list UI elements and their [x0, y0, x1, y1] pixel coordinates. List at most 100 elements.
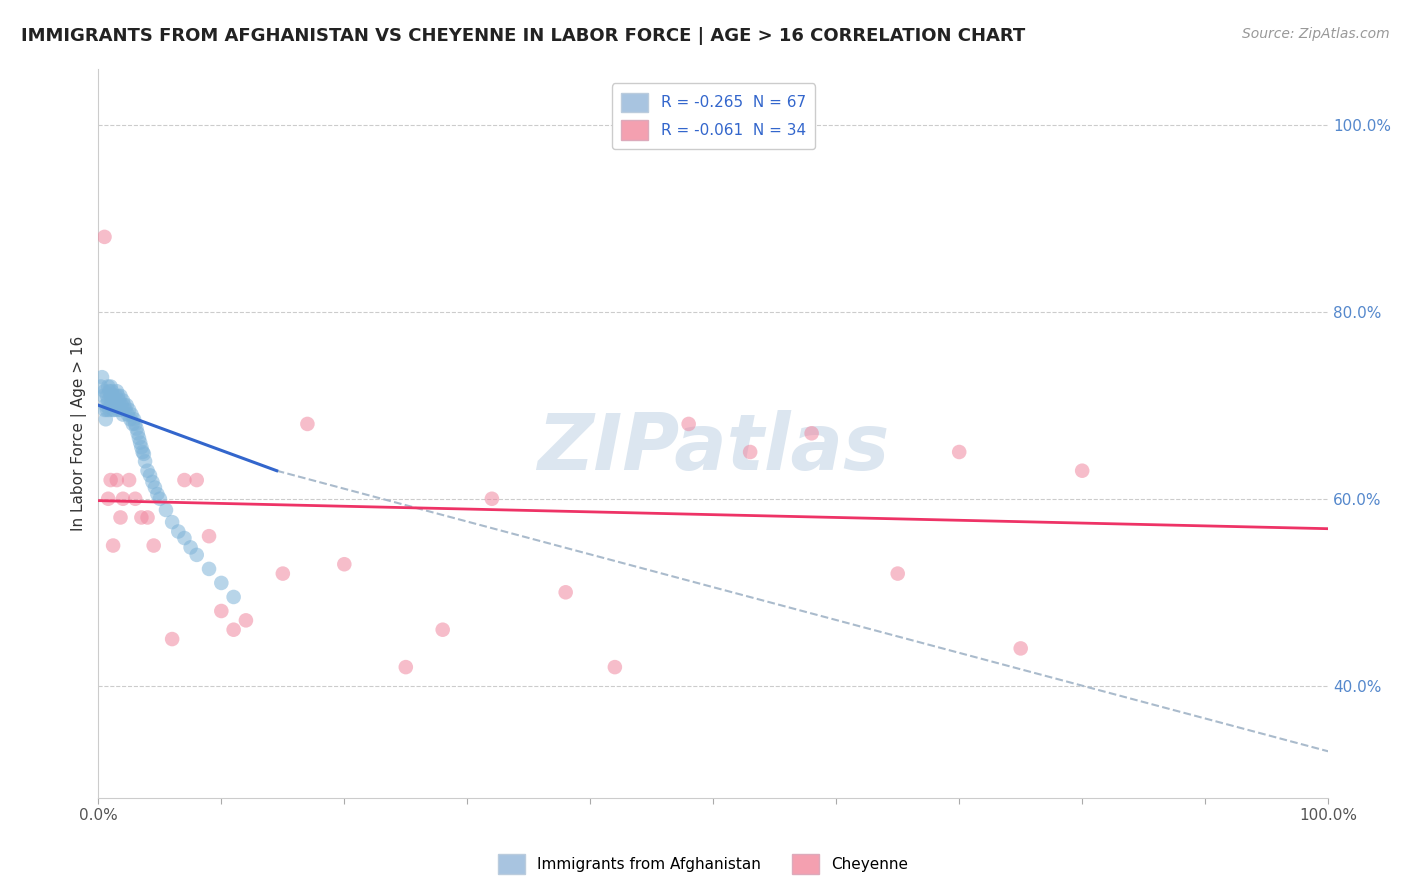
Point	[395, 660, 418, 674]
Text: ZIPatlas: ZIPatlas	[537, 410, 890, 486]
Point	[125, 422, 148, 436]
Point	[124, 417, 146, 431]
Point	[209, 604, 232, 618]
Point	[271, 566, 294, 581]
Point	[740, 445, 762, 459]
Point	[603, 660, 626, 674]
Point	[100, 389, 122, 403]
Point	[142, 539, 165, 553]
Point	[90, 379, 112, 393]
Point	[186, 473, 208, 487]
Point	[141, 475, 163, 489]
Point	[93, 403, 115, 417]
Point	[112, 398, 135, 412]
Point	[94, 398, 117, 412]
Point	[186, 548, 208, 562]
Point	[107, 403, 129, 417]
Point	[297, 417, 319, 431]
Point	[122, 412, 145, 426]
Point	[96, 403, 118, 417]
Point	[948, 445, 970, 459]
Point	[432, 623, 454, 637]
Text: Source: ZipAtlas.com: Source: ZipAtlas.com	[1241, 27, 1389, 41]
Point	[94, 412, 117, 426]
Point	[132, 447, 155, 461]
Point	[121, 408, 143, 422]
Point	[103, 403, 125, 417]
Point	[100, 379, 122, 393]
Legend: R = -0.265  N = 67, R = -0.061  N = 34: R = -0.265 N = 67, R = -0.061 N = 34	[612, 84, 815, 149]
Point	[100, 398, 122, 412]
Point	[129, 435, 152, 450]
Point	[111, 408, 134, 422]
Point	[91, 370, 114, 384]
Point	[111, 393, 134, 408]
Point	[108, 393, 131, 408]
Point	[101, 539, 124, 553]
Point	[110, 403, 132, 417]
Point	[114, 403, 136, 417]
Point	[105, 473, 128, 487]
Point	[131, 445, 153, 459]
Point	[96, 389, 118, 403]
Point	[93, 384, 115, 399]
Point	[173, 473, 195, 487]
Point	[143, 481, 166, 495]
Point	[139, 468, 162, 483]
Point	[110, 510, 132, 524]
Point	[167, 524, 190, 539]
Point	[136, 464, 159, 478]
Point	[118, 473, 141, 487]
Point	[101, 389, 124, 403]
Point	[800, 426, 823, 441]
Point	[198, 529, 221, 543]
Point	[111, 398, 134, 412]
Point	[117, 408, 139, 422]
Point	[136, 510, 159, 524]
Point	[222, 590, 245, 604]
Point	[131, 510, 153, 524]
Point	[333, 558, 356, 572]
Point	[104, 389, 127, 403]
Point	[481, 491, 503, 506]
Point	[222, 623, 245, 637]
Point	[180, 541, 202, 555]
Point	[110, 389, 132, 403]
Point	[100, 473, 122, 487]
Point	[678, 417, 700, 431]
Point	[101, 398, 124, 412]
Point	[101, 384, 124, 399]
Point	[886, 566, 908, 581]
Point	[155, 503, 177, 517]
Point	[101, 403, 124, 417]
Point	[160, 632, 183, 646]
Point	[160, 515, 183, 529]
Point	[111, 491, 134, 506]
Text: IMMIGRANTS FROM AFGHANISTAN VS CHEYENNE IN LABOR FORCE | AGE > 16 CORRELATION CH: IMMIGRANTS FROM AFGHANISTAN VS CHEYENNE …	[21, 27, 1025, 45]
Point	[134, 454, 156, 468]
Point	[105, 384, 128, 399]
Point	[235, 613, 257, 627]
Point	[198, 562, 221, 576]
Y-axis label: In Labor Force | Age > 16: In Labor Force | Age > 16	[72, 335, 87, 531]
Point	[93, 230, 115, 244]
Point	[121, 417, 143, 431]
Point	[554, 585, 576, 599]
Point	[98, 384, 121, 399]
Point	[149, 491, 172, 506]
Point	[97, 491, 120, 506]
Point	[91, 389, 114, 403]
Point	[97, 393, 120, 408]
Point	[120, 412, 142, 426]
Point	[124, 491, 146, 506]
Point	[118, 403, 141, 417]
Point	[128, 431, 150, 445]
Point	[146, 487, 169, 501]
Point	[105, 398, 128, 412]
Point	[127, 426, 149, 441]
Legend: Immigrants from Afghanistan, Cheyenne: Immigrants from Afghanistan, Cheyenne	[492, 848, 914, 880]
Point	[104, 398, 127, 412]
Point	[1071, 464, 1094, 478]
Point	[103, 393, 125, 408]
Point	[107, 389, 129, 403]
